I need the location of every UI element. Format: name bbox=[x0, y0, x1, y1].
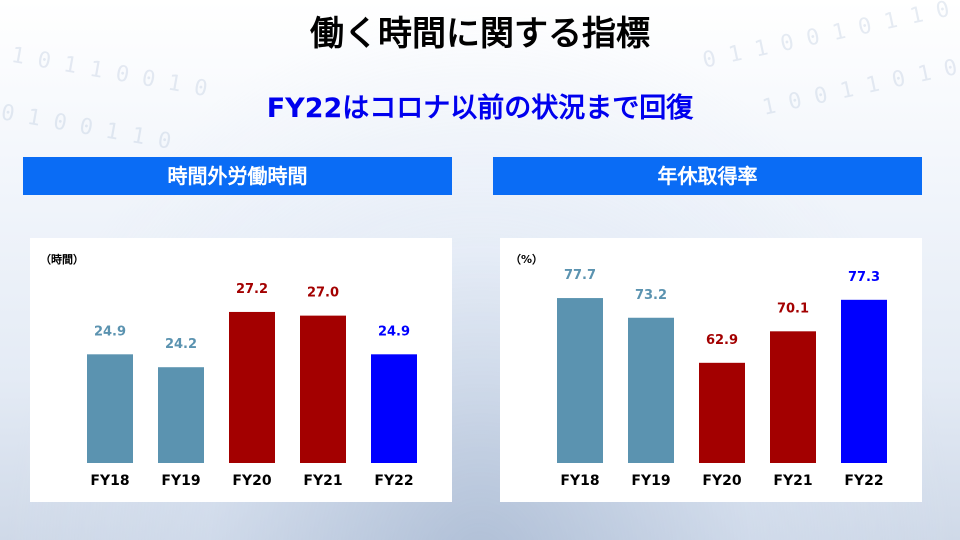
x-tick-label: FY22 bbox=[844, 473, 883, 489]
x-tick-label: FY20 bbox=[702, 473, 741, 489]
bar-fy19 bbox=[158, 367, 204, 463]
bar-value-label: 24.2 bbox=[165, 337, 197, 352]
bar-value-label: 70.1 bbox=[777, 301, 809, 316]
bar-fy18 bbox=[557, 298, 603, 463]
chart-panel-leave-rate: （%） 77.7 FY18 73.2 FY19 62.9 FY20 70.1 FY21 77.3 F… bbox=[500, 238, 922, 502]
bar-fy22 bbox=[841, 299, 887, 463]
bar-fy21 bbox=[300, 315, 346, 463]
bar-value-label: 77.7 bbox=[564, 268, 596, 283]
x-tick-label: FY22 bbox=[374, 473, 413, 489]
chart-overtime: （時間） 24.9 FY18 24.2 FY19 27.2 FY20 27.0 FY21 24.9… bbox=[40, 252, 417, 489]
bar-fy21 bbox=[770, 331, 816, 463]
bar-value-label: 77.3 bbox=[848, 270, 880, 285]
bar-fy22 bbox=[371, 354, 417, 463]
x-tick-label: FY19 bbox=[161, 473, 200, 489]
bar-value-label: 24.9 bbox=[378, 324, 410, 339]
bar-value-label: 27.2 bbox=[236, 282, 268, 297]
bar-fy20 bbox=[699, 362, 745, 463]
x-tick-label: FY21 bbox=[303, 473, 342, 489]
chart-panel-overtime: （時間） 24.9 FY18 24.2 FY19 27.2 FY20 27.0 FY21 24.9… bbox=[30, 238, 452, 502]
bar-fy18 bbox=[87, 354, 133, 463]
chart-header-overtime: 時間外労働時間 bbox=[23, 157, 452, 195]
x-tick-label: FY19 bbox=[631, 473, 670, 489]
bar-value-label: 73.2 bbox=[635, 288, 667, 303]
chart-leave-rate: （%） 77.7 FY18 73.2 FY19 62.9 FY20 70.1 FY21 77.3 F… bbox=[510, 253, 887, 489]
bar-value-label: 27.0 bbox=[307, 286, 339, 301]
bar-fy19 bbox=[628, 317, 674, 463]
page-subtitle: FY22はコロナ以前の状況まで回復 bbox=[266, 93, 694, 124]
page-title: 働く時間に関する指標 bbox=[310, 14, 650, 54]
bar-fy20 bbox=[229, 311, 275, 463]
y-axis-unit-label: （時間） bbox=[40, 252, 84, 266]
bar-value-label: 24.9 bbox=[94, 324, 126, 339]
x-tick-label: FY18 bbox=[90, 473, 129, 489]
x-tick-label: FY20 bbox=[232, 473, 271, 489]
chart-header-leave-rate: 年休取得率 bbox=[493, 157, 922, 195]
bar-value-label: 62.9 bbox=[706, 333, 738, 348]
x-tick-label: FY18 bbox=[560, 473, 599, 489]
x-tick-label: FY21 bbox=[773, 473, 812, 489]
y-axis-unit-label: （%） bbox=[510, 253, 543, 266]
